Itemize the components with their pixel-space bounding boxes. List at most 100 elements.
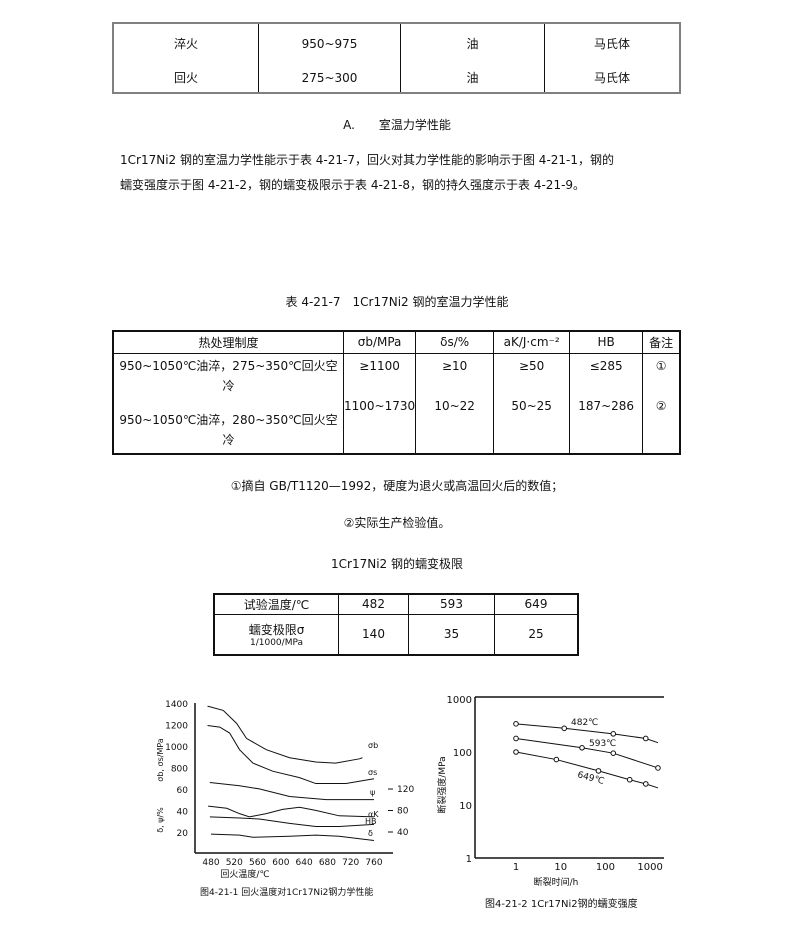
series-label: δ <box>368 829 373 838</box>
footnote-1: ①摘自 GB/T1120—1992，硬度为退火或高温回火后的数值； <box>230 479 564 493</box>
cell: 回火 <box>112 63 259 94</box>
header-cell: 热处理制度 <box>112 330 344 354</box>
series-line-σs <box>207 725 375 785</box>
y-tick-label: 10 <box>459 801 472 812</box>
chart-caption: 图4-21-1 回火温度对1Cr17Ni2钢力学性能 <box>200 886 373 898</box>
section-heading: A. 室温力学性能 <box>343 118 451 132</box>
data-point <box>610 731 617 737</box>
table-caption: 1Cr17Ni2 钢的蠕变极限 <box>331 557 463 571</box>
y-label-lower: δ, ψ/% <box>156 807 165 833</box>
cell: 淬火 <box>112 22 259 63</box>
x-tick-label: 1 <box>513 862 519 873</box>
paragraph-line: 1Cr17Ni2 钢的室温力学性能示于表 4-21-7，回火对其力学性能的影响示… <box>120 153 615 167</box>
x-axis-label: 回火温度/℃ <box>220 868 269 880</box>
x-tick-label: 720 <box>342 858 359 868</box>
series-label: σs <box>368 768 377 777</box>
table-header-row: 热处理制度 σb/MPa δs/% aK/J·cm⁻² HB 备注 <box>112 330 681 354</box>
treatment-cell: 950~1050℃油淬，275~350℃回火空冷 950~1050℃油淬，280… <box>112 352 344 455</box>
data-point <box>553 756 560 763</box>
x-tick-label: 680 <box>319 858 336 868</box>
series-label: ψ <box>370 788 375 797</box>
right-tick-label: 120 <box>397 785 414 795</box>
y-tick-label: 40 <box>177 808 189 818</box>
y-tick-label: 800 <box>171 765 188 775</box>
cell: 950~975 <box>258 22 401 63</box>
heat-treatment-table: 淬火 950~975 油 马氏体 回火 275~300 油 马氏体 <box>112 22 681 94</box>
hb-cell: ≤285 187~286 <box>569 352 644 455</box>
series-label: σb <box>368 741 378 750</box>
x-tick-label: 640 <box>296 858 313 868</box>
y-tick-label: 1400 <box>165 700 188 710</box>
paragraph-line: 蠕变强度示于图 4-21-2，钢的蠕变极限示于表 4-21-8，钢的持久强度示于… <box>120 178 586 192</box>
x-tick-label: 600 <box>272 858 289 868</box>
table-row: 950~1050℃油淬，275~350℃回火空冷 950~1050℃油淬，280… <box>112 352 681 455</box>
data-point <box>642 781 649 787</box>
cell: 油 <box>400 22 545 63</box>
cell: 275~300 <box>258 63 401 94</box>
header-cell: σb/MPa <box>342 330 417 354</box>
header-cell: aK/J·cm⁻² <box>493 330 571 354</box>
creep-limit-table: 试验温度/℃ 482 593 649 蠕变极限σ 1/1000/MPa 140 3… <box>213 593 579 656</box>
x-tick-label: 100 <box>596 862 615 873</box>
x-tick-label: 480 <box>202 858 219 868</box>
sigma-cell: ≥1100 1100~1730 <box>342 352 417 455</box>
data-point <box>579 745 585 751</box>
series-label: 649℃ <box>576 770 605 787</box>
data-point <box>513 749 519 755</box>
table-caption: 表 4-21-7 1Cr17Ni2 钢的室温力学性能 <box>285 295 509 309</box>
y-label-upper: σb, σs/MPa <box>156 738 165 782</box>
mechanical-properties-table: 热处理制度 σb/MPa δs/% aK/J·cm⁻² HB 备注 950~10… <box>112 330 681 455</box>
series-line <box>515 737 659 769</box>
creep-strength-chart: 1 10 100 1000 1000 100 10 1 断裂强度/MPa 断裂时间/h 图4-21-… <box>436 695 664 910</box>
data-point <box>642 735 649 742</box>
treatment-2: 950~1050℃油淬，280~350℃回火空冷 <box>119 412 338 447</box>
series-line-δ <box>210 833 375 842</box>
data-point <box>610 750 617 756</box>
x-tick-label: 520 <box>226 858 243 868</box>
header-cell: 649 <box>494 593 579 615</box>
y-tick-label: 1000 <box>447 695 472 706</box>
cell: 140 <box>338 613 409 656</box>
series-label: 593℃ <box>589 739 616 749</box>
header-cell: δs/% <box>415 330 495 354</box>
y-tick-label: 1200 <box>165 722 188 732</box>
right-tick-label: 40 <box>397 828 409 838</box>
tempering-chart: 480 520 560 600 640 680 720 760 1400 1200 1000 800 6… <box>156 700 414 898</box>
series-line-ψ <box>209 781 374 801</box>
series-line-αK <box>208 805 375 818</box>
x-tick-label: 10 <box>554 862 567 873</box>
data-point <box>655 765 661 771</box>
y-axis-label: 断裂强度/MPa <box>436 756 448 813</box>
data-point <box>513 735 519 742</box>
ak-cell: ≥50 50~25 <box>493 352 571 455</box>
cell: 油 <box>400 63 545 94</box>
footnote-2: ②实际生产检验值。 <box>343 516 451 530</box>
series-label: αK <box>368 810 379 819</box>
paragraph: 1Cr17Ni2 钢的室温力学性能示于表 4-21-7，回火对其力学性能的影响示… <box>120 148 680 198</box>
right-tick-label: 80 <box>397 807 409 817</box>
y-tick-label: 20 <box>177 829 189 839</box>
series-line-σb <box>207 705 363 764</box>
series-label: 482℃ <box>571 718 598 728</box>
treatment-1: 950~1050℃油淬，275~350℃回火空冷 <box>119 358 338 393</box>
cell: 马氏体 <box>544 63 681 94</box>
x-axis-label: 断裂时间/h <box>534 876 579 888</box>
series-line-HB <box>209 816 375 828</box>
series-label: HB <box>365 817 377 826</box>
data-point <box>561 725 568 732</box>
data-point <box>513 721 519 727</box>
row-label: 蠕变极限σ 1/1000/MPa <box>213 613 339 656</box>
table-row: 淬火 950~975 油 马氏体 <box>112 22 681 63</box>
x-tick-label: 560 <box>249 858 266 868</box>
header-cell: HB <box>569 330 644 354</box>
x-tick-label: 760 <box>365 858 382 868</box>
table-row: 蠕变极限σ 1/1000/MPa 140 35 25 <box>213 613 579 656</box>
header-cell: 备注 <box>642 330 681 354</box>
cell: 马氏体 <box>544 22 681 63</box>
x-tick-label: 1000 <box>637 862 662 873</box>
y-tick-label: 1 <box>466 854 472 865</box>
cell: 25 <box>494 613 579 656</box>
delta-cell: ≥10 10~22 <box>415 352 495 455</box>
